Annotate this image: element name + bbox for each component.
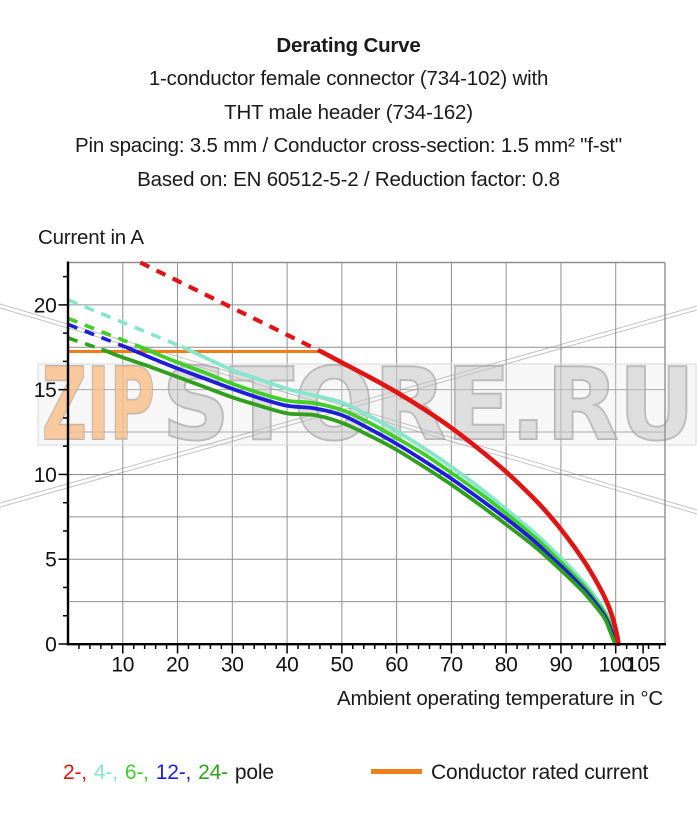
- chart-subtitle-line-3: Pin spacing: 3.5 mm / Conductor cross-se…: [75, 134, 622, 158]
- rated-current-legend: Conductor rated current: [371, 761, 648, 785]
- x-axis-title: Ambient operating temperature in °C: [337, 687, 663, 710]
- pole-legend-item-4-pole: 4-,: [93, 761, 118, 784]
- watermark-text-store-ru: STORE.RU: [162, 346, 695, 463]
- pole-legend-item-6-pole: 6-,: [124, 761, 149, 784]
- x-tick-label: 90: [550, 654, 573, 677]
- chart-subtitle-line-1: 1-conductor female connector (734-102) w…: [148, 67, 549, 91]
- curve-6-pole-solid: [137, 344, 619, 646]
- x-tick-label: 80: [495, 654, 518, 677]
- watermark-diagonal-line: [0, 307, 697, 515]
- y-tick-label: 15: [34, 379, 57, 402]
- chart-title: Derating Curve: [276, 34, 421, 57]
- curve-24-pole-dashed: [67, 336, 104, 352]
- x-tick-label: 100: [599, 654, 633, 677]
- pole-legend-item-24-pole: 24-: [198, 761, 228, 784]
- x-tick-label: 10: [111, 654, 134, 677]
- watermark-band: [37, 363, 697, 446]
- x-tick-label: 40: [276, 654, 299, 677]
- axis-ticks: [58, 275, 661, 654]
- watermark-text-zip: ZIP: [42, 346, 155, 463]
- rated-current-line-swatch: [371, 768, 422, 774]
- x-tick-label: 60: [385, 654, 408, 677]
- curve-4-pole-solid: [181, 345, 620, 646]
- chart-subtitle-line-2: THT male header (734-162): [224, 100, 473, 124]
- y-axis-title: Current in A: [38, 226, 144, 249]
- watermark-diagonal-line: [0, 303, 697, 511]
- curve-24-pole-solid: [101, 347, 618, 646]
- watermark-diagonal-line: [0, 305, 697, 504]
- curve-2-pole-dashed: [139, 260, 322, 354]
- x-tick-label: 50: [330, 654, 353, 677]
- watermark-diagonal-line: [0, 309, 697, 508]
- y-tick-label: 0: [45, 634, 56, 657]
- x-tick-label: 105: [626, 654, 660, 677]
- chart-header: Derating Curve 1-conductor female connec…: [0, 29, 697, 196]
- grid-lines: [68, 262, 665, 644]
- y-tick-label: 20: [34, 294, 57, 317]
- rated-current-legend-label: Conductor rated current: [431, 761, 649, 784]
- watermark: ZIP STORE.RU: [0, 303, 697, 515]
- x-tick-label: 20: [166, 654, 189, 677]
- pole-legend-item-2-pole: 2-,: [63, 761, 87, 784]
- pole-legend-suffix: pole: [234, 761, 274, 784]
- pole-legend-items: 2-, 4-, 6-, 12-, 24-: [63, 761, 235, 784]
- x-tick-label: 70: [440, 654, 463, 677]
- curve-2-pole-solid: [318, 349, 621, 647]
- pole-legend-item-12-pole: 12-,: [155, 761, 192, 784]
- pole-legend: 2-, 4-, 6-, 12-, 24- pole: [63, 761, 274, 785]
- chart-subtitle-line-4: Based on: EN 60512-5-2 / Reduction facto…: [137, 167, 560, 191]
- curve-12-pole-solid: [126, 346, 618, 646]
- x-tick-label: 30: [221, 654, 244, 677]
- curve-4-pole-dashed: [67, 298, 184, 349]
- curve-12-pole-dashed: [67, 322, 129, 350]
- y-tick-label: 5: [45, 549, 56, 572]
- curve-6-pole-dashed: [67, 316, 140, 349]
- y-tick-label: 10: [34, 464, 57, 487]
